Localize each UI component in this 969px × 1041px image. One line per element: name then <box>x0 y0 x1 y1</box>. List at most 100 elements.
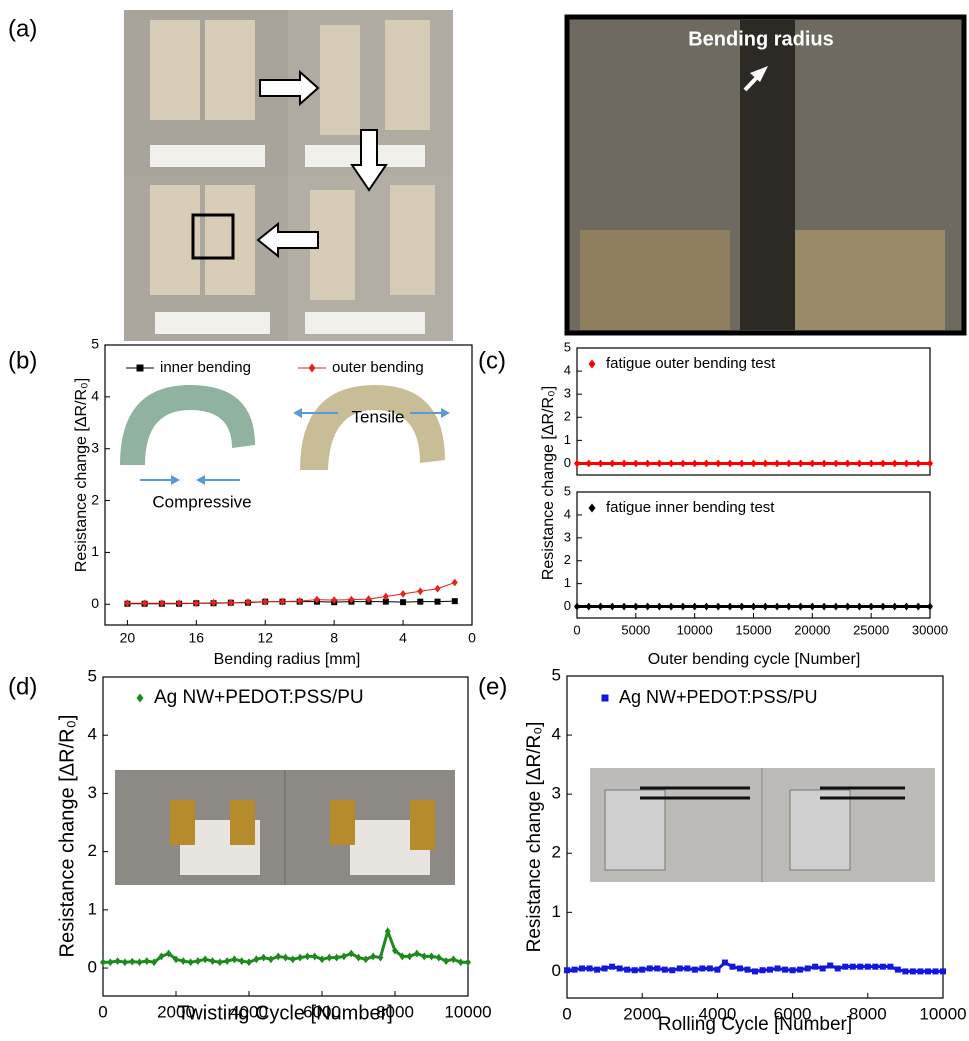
data-point <box>924 968 931 975</box>
y-tick-label: 1 <box>88 899 97 918</box>
y-tick-label: 1 <box>564 432 571 447</box>
legend-marker <box>588 359 596 369</box>
data-point <box>279 597 286 606</box>
plot-frame <box>566 675 944 999</box>
bending-insets <box>120 385 450 485</box>
data-point <box>585 459 592 468</box>
data-point <box>750 602 757 611</box>
data-point <box>180 957 187 965</box>
data-point <box>736 965 743 972</box>
data-point <box>400 589 407 598</box>
data-point <box>158 599 165 608</box>
data-point <box>797 966 804 973</box>
y-tick-label: 4 <box>552 725 561 744</box>
data-point <box>311 952 318 961</box>
legend-marker <box>136 693 144 703</box>
y-tick-label: 4 <box>564 506 571 521</box>
data-point <box>644 459 651 468</box>
x-tick-label: 0 <box>98 1002 107 1021</box>
data-point <box>668 459 675 468</box>
data-point <box>597 459 604 468</box>
data-point <box>428 952 435 961</box>
data-point <box>654 965 661 972</box>
data-point <box>382 592 389 601</box>
x-tick-label: 4000 <box>230 1002 268 1021</box>
data-point <box>597 602 604 611</box>
data-point <box>362 955 369 964</box>
x-tick-label: 16 <box>189 630 205 646</box>
data-point <box>821 459 828 468</box>
data-point <box>143 957 150 965</box>
data-point <box>435 953 442 962</box>
data-point <box>348 595 355 604</box>
data-point <box>726 602 733 611</box>
data-point <box>176 599 183 608</box>
data-point <box>348 949 355 958</box>
y-tick-label: 2 <box>91 491 99 507</box>
data-point <box>785 459 792 468</box>
data-point <box>819 965 826 972</box>
y-tick-label: 5 <box>91 336 99 352</box>
x-axis-label: Twisting Cycle [Number] <box>177 1002 393 1024</box>
data-point <box>932 968 939 975</box>
x-tick-label: 4 <box>399 630 407 646</box>
data-point <box>564 967 570 974</box>
panel-label: (b) <box>8 347 37 374</box>
data-point <box>927 459 933 468</box>
x-tick-label: 8 <box>330 630 338 646</box>
data-point <box>413 949 420 958</box>
x-tick-label: 8000 <box>376 1002 414 1021</box>
legend-marker <box>308 363 316 373</box>
data-point <box>282 953 289 962</box>
data-point <box>224 957 231 965</box>
data-point <box>355 953 362 962</box>
data-point <box>894 966 901 973</box>
y-axis-label: Resistance change [ΔR/R₀] <box>73 378 90 572</box>
data-point <box>421 952 428 961</box>
data-point <box>370 952 377 961</box>
data-point <box>767 966 774 973</box>
data-point <box>706 965 713 972</box>
data-point <box>729 963 736 970</box>
data-point <box>275 952 282 961</box>
data-point <box>656 602 663 611</box>
legend-label: fatigue inner bending test <box>606 499 775 516</box>
data-point <box>668 602 675 611</box>
x-tick-label: 6000 <box>303 1002 341 1021</box>
data-point <box>267 955 274 964</box>
data-point <box>616 965 623 972</box>
data-point <box>909 968 916 975</box>
data-point <box>621 602 628 611</box>
x-tick-label: 15000 <box>735 622 771 637</box>
data-point <box>644 602 651 611</box>
data-point <box>313 595 320 604</box>
data-point <box>797 459 804 468</box>
data-point <box>296 597 303 606</box>
data-point <box>238 957 245 965</box>
data-point <box>194 957 201 965</box>
panel-label: (a) <box>8 15 37 42</box>
x-tick-label: 0 <box>573 622 580 637</box>
data-point <box>260 953 267 962</box>
data-point <box>849 963 856 970</box>
data-point <box>216 958 223 967</box>
x-axis-label: Rolling Cycle [Number] <box>658 1014 852 1035</box>
y-tick-label: 1 <box>552 902 561 921</box>
data-point <box>762 602 769 611</box>
data-point <box>809 602 816 611</box>
x-tick-label: 2000 <box>157 1002 195 1021</box>
data-point <box>124 599 131 608</box>
data-point <box>940 968 946 975</box>
data-point <box>262 597 269 606</box>
data-point <box>297 953 304 962</box>
data-point <box>227 598 234 607</box>
data-point <box>392 946 398 955</box>
data-point <box>621 459 628 468</box>
data-point <box>450 955 457 964</box>
y-tick-label: 1 <box>564 575 571 590</box>
y-tick-label: 4 <box>564 363 571 378</box>
data-point <box>451 598 458 605</box>
data-point <box>136 958 143 967</box>
data-point <box>903 459 910 468</box>
data-point <box>246 958 252 967</box>
